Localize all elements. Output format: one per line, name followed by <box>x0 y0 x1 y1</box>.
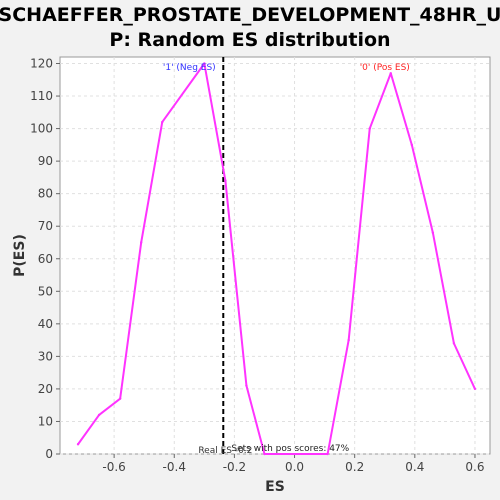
real-es-label: Real ES -0.2 <box>198 446 252 456</box>
x-axis-ticks: -0.6 -0.4 -0.2 0.0 0.2 0.4 0.6 <box>102 454 485 474</box>
data-point-5 <box>203 62 206 65</box>
y-tick-label-0: 0 <box>45 447 53 461</box>
data-point-1 <box>97 413 101 417</box>
x-tick-label-5: 0.4 <box>405 460 424 474</box>
y-tick-label-7: 70 <box>38 219 53 233</box>
y-tick-label-8: 80 <box>38 187 53 201</box>
data-point-11 <box>368 127 371 130</box>
data-point-10 <box>347 338 350 342</box>
x-tick-label-1: -0.4 <box>163 460 186 474</box>
chart-title-line-2: P: Random ES distribution <box>109 29 390 51</box>
data-point-9 <box>326 452 329 456</box>
grid-lines <box>60 57 490 455</box>
data-point-14 <box>431 231 435 234</box>
y-tick-label-5: 50 <box>38 284 53 298</box>
y-tick-label-1: 10 <box>38 414 53 428</box>
x-tick-label-6: 0.6 <box>465 460 484 474</box>
y-axis-ticks: 0 10 20 30 40 50 60 70 80 90 100 110 120 <box>30 57 60 461</box>
data-point-3 <box>139 241 143 244</box>
y-axis-title: P(ES) <box>12 234 28 277</box>
chart-title-line-1: SCHAEFFER_PROSTATE_DEVELOPMENT_48HR_U <box>0 4 500 26</box>
plot-area <box>59 56 491 455</box>
x-tick-label-2: -0.2 <box>223 460 246 474</box>
data-point-0 <box>76 443 80 446</box>
data-point-12 <box>389 72 392 75</box>
y-tick-label-2: 20 <box>38 382 53 396</box>
data-point-16 <box>473 387 477 391</box>
y-tick-label-12: 120 <box>30 57 53 71</box>
series-layer <box>76 62 477 456</box>
x-tick-label-0: -0.6 <box>102 460 125 474</box>
neg-es-label: '1' (Neg ES) <box>163 63 216 73</box>
y-tick-label-4: 40 <box>38 317 53 331</box>
data-point-8 <box>263 452 266 456</box>
pos-es-label: '0' (Pos ES) <box>360 63 410 73</box>
pos-scores-label: Sets with pos scores: 47% <box>231 444 349 454</box>
x-tick-label-3: 0.0 <box>285 460 304 474</box>
x-tick-label-4: 0.2 <box>345 460 364 474</box>
y-tick-label-10: 100 <box>30 122 53 136</box>
data-point-15 <box>452 342 456 345</box>
y-tick-label-11: 110 <box>30 89 53 103</box>
data-point-7 <box>245 384 248 387</box>
data-point-6 <box>224 179 227 182</box>
data-point-4 <box>161 120 164 124</box>
data-point-13 <box>410 143 414 147</box>
data-point-2 <box>118 397 122 400</box>
y-tick-label-3: 30 <box>38 349 53 363</box>
y-tick-label-9: 90 <box>38 154 53 168</box>
x-axis-title: ES <box>265 479 285 495</box>
y-tick-label-6: 60 <box>38 252 53 266</box>
